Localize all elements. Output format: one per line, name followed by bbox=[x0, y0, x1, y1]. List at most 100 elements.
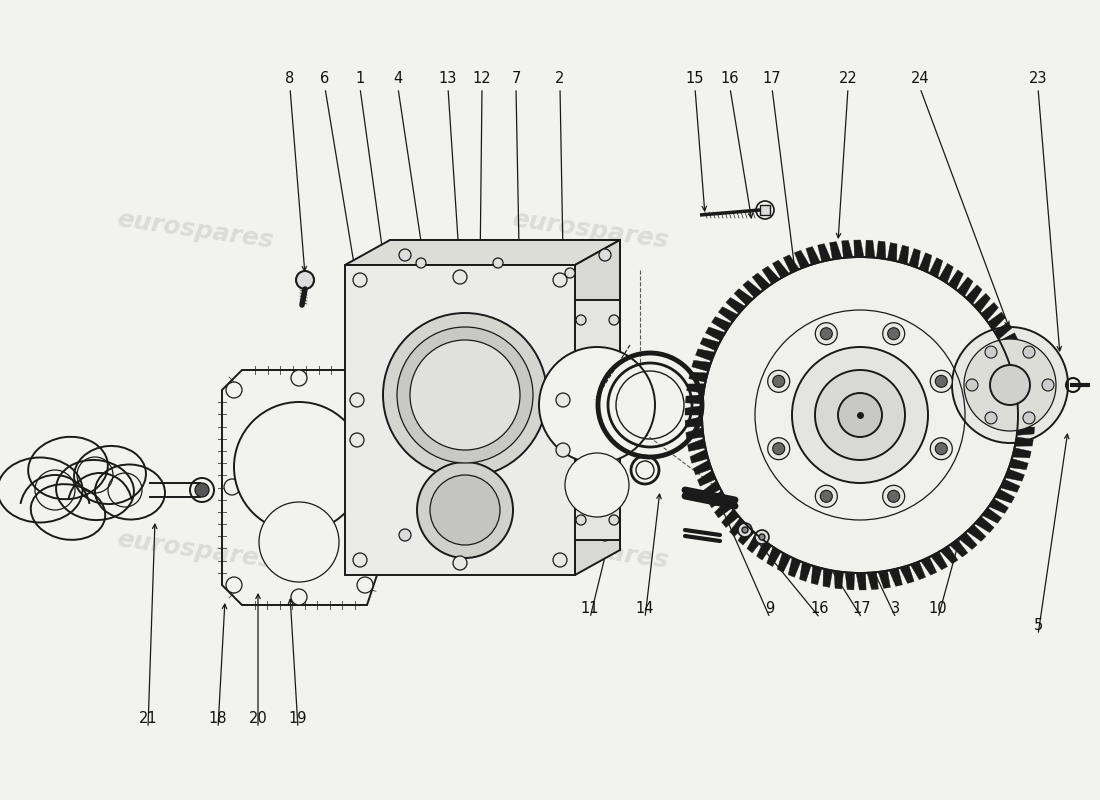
Polygon shape bbox=[975, 517, 994, 533]
Polygon shape bbox=[767, 547, 781, 566]
Circle shape bbox=[350, 393, 364, 407]
Polygon shape bbox=[783, 255, 800, 273]
Polygon shape bbox=[966, 285, 982, 304]
Circle shape bbox=[888, 328, 900, 340]
Circle shape bbox=[399, 529, 411, 541]
Bar bbox=[760, 205, 770, 215]
Polygon shape bbox=[994, 322, 1012, 339]
Circle shape bbox=[553, 553, 566, 567]
Polygon shape bbox=[390, 240, 620, 550]
Circle shape bbox=[226, 577, 242, 593]
Polygon shape bbox=[734, 289, 754, 306]
Polygon shape bbox=[722, 510, 739, 527]
Circle shape bbox=[772, 442, 784, 454]
Polygon shape bbox=[688, 438, 705, 451]
Text: 12: 12 bbox=[473, 71, 492, 86]
Text: 8: 8 bbox=[285, 71, 295, 86]
Text: 15: 15 bbox=[685, 71, 704, 86]
Circle shape bbox=[821, 490, 833, 502]
Circle shape bbox=[226, 382, 242, 398]
Circle shape bbox=[353, 553, 367, 567]
Polygon shape bbox=[921, 557, 937, 575]
Circle shape bbox=[815, 486, 837, 507]
Circle shape bbox=[1023, 346, 1035, 358]
Text: 17: 17 bbox=[762, 71, 781, 86]
Polygon shape bbox=[729, 518, 746, 537]
Text: 16: 16 bbox=[811, 601, 829, 616]
Polygon shape bbox=[1000, 333, 1018, 350]
Circle shape bbox=[759, 534, 764, 540]
Polygon shape bbox=[772, 260, 790, 278]
Text: 19: 19 bbox=[288, 711, 307, 726]
Text: 11: 11 bbox=[581, 601, 600, 616]
Polygon shape bbox=[705, 327, 725, 341]
Polygon shape bbox=[692, 360, 711, 371]
Circle shape bbox=[600, 529, 610, 541]
Polygon shape bbox=[888, 242, 896, 262]
Text: 22: 22 bbox=[838, 71, 857, 86]
Polygon shape bbox=[700, 338, 719, 350]
Polygon shape bbox=[738, 526, 755, 545]
Polygon shape bbox=[989, 498, 1009, 514]
Polygon shape bbox=[697, 470, 716, 486]
Circle shape bbox=[565, 453, 629, 517]
Circle shape bbox=[553, 273, 566, 287]
Circle shape bbox=[416, 258, 426, 268]
Polygon shape bbox=[726, 298, 745, 314]
Circle shape bbox=[556, 443, 570, 457]
Polygon shape bbox=[345, 240, 620, 265]
Polygon shape bbox=[1014, 378, 1033, 391]
Polygon shape bbox=[994, 489, 1014, 503]
Polygon shape bbox=[930, 258, 943, 278]
Polygon shape bbox=[715, 500, 733, 518]
Text: eurospares: eurospares bbox=[510, 207, 670, 253]
Polygon shape bbox=[1016, 390, 1034, 402]
Circle shape bbox=[600, 249, 610, 261]
Circle shape bbox=[296, 271, 314, 289]
Polygon shape bbox=[806, 246, 821, 265]
Polygon shape bbox=[889, 568, 902, 586]
Circle shape bbox=[952, 327, 1068, 443]
Circle shape bbox=[292, 370, 307, 386]
Circle shape bbox=[358, 577, 373, 593]
Polygon shape bbox=[685, 417, 703, 427]
Polygon shape bbox=[685, 406, 702, 415]
Circle shape bbox=[576, 315, 586, 325]
Polygon shape bbox=[948, 270, 964, 290]
Text: 4: 4 bbox=[394, 71, 403, 86]
Polygon shape bbox=[708, 490, 726, 508]
Polygon shape bbox=[834, 571, 844, 589]
Polygon shape bbox=[742, 281, 761, 298]
Polygon shape bbox=[1009, 355, 1026, 370]
Polygon shape bbox=[982, 508, 1002, 523]
Polygon shape bbox=[866, 240, 874, 258]
Polygon shape bbox=[345, 265, 575, 575]
Polygon shape bbox=[689, 372, 707, 382]
Circle shape bbox=[882, 322, 904, 345]
Circle shape bbox=[755, 530, 769, 544]
Circle shape bbox=[815, 322, 837, 345]
Polygon shape bbox=[981, 302, 999, 321]
Text: 17: 17 bbox=[852, 601, 871, 616]
Circle shape bbox=[966, 379, 978, 391]
Circle shape bbox=[417, 462, 513, 558]
Circle shape bbox=[984, 412, 997, 424]
Circle shape bbox=[410, 340, 520, 450]
Circle shape bbox=[539, 347, 654, 463]
Circle shape bbox=[964, 339, 1056, 431]
Circle shape bbox=[609, 515, 619, 525]
Text: 16: 16 bbox=[720, 71, 739, 86]
Circle shape bbox=[888, 490, 900, 502]
Polygon shape bbox=[931, 552, 947, 570]
Polygon shape bbox=[685, 394, 703, 404]
Polygon shape bbox=[1012, 448, 1031, 458]
Polygon shape bbox=[939, 263, 954, 283]
Circle shape bbox=[609, 315, 619, 325]
Text: eurospares: eurospares bbox=[116, 527, 275, 573]
Circle shape bbox=[838, 393, 882, 437]
Polygon shape bbox=[900, 566, 914, 583]
Polygon shape bbox=[757, 541, 771, 560]
Polygon shape bbox=[911, 562, 925, 580]
Polygon shape bbox=[703, 481, 720, 497]
Polygon shape bbox=[856, 573, 866, 590]
